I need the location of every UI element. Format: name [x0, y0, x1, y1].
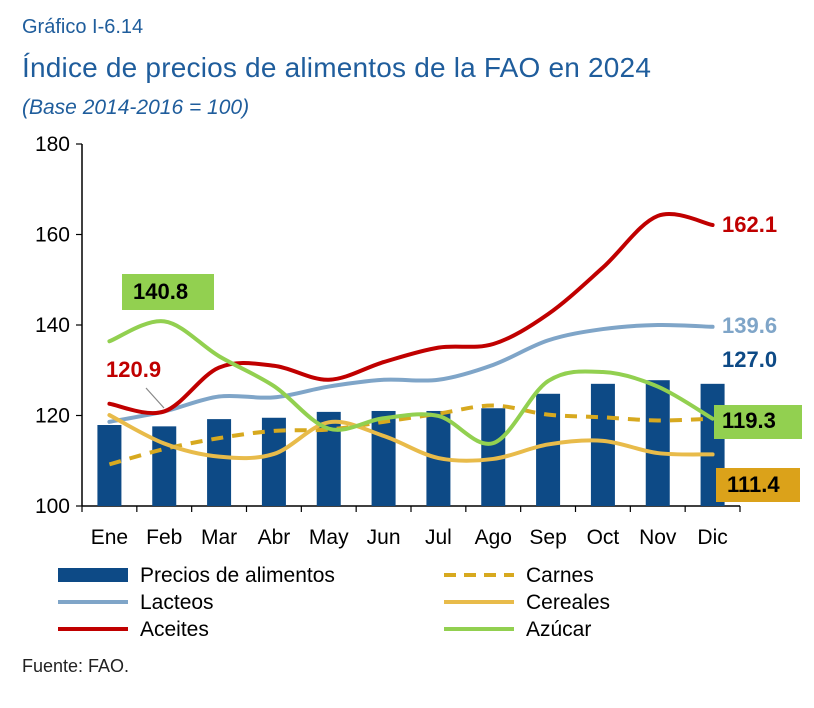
legend-label: Carnes	[526, 564, 594, 587]
bar-precios-jun	[371, 410, 396, 506]
x-tick-label: Feb	[146, 526, 182, 549]
bar-precios-oct	[590, 383, 615, 506]
line-azucar	[107, 319, 715, 446]
chart-kicker: Gráfico I-6.14	[22, 16, 144, 38]
x-tick-label: Nov	[639, 526, 677, 549]
source-note: Fuente: FAO.	[22, 656, 130, 676]
line-carnes	[108, 403, 713, 467]
x-tick-label: Ene	[91, 526, 128, 549]
legend-swatch-bar	[58, 568, 128, 582]
x-tick-label: May	[309, 526, 349, 549]
bar-precios-nov	[645, 380, 670, 506]
data-label-140-8: 140.8	[133, 279, 188, 304]
x-tick-label: Ago	[475, 526, 512, 549]
data-label-120-9: 120.9	[106, 357, 161, 382]
data-label-119-3: 119.3	[722, 408, 776, 433]
bar-precios-sep	[536, 393, 561, 506]
legend-label: Lacteos	[140, 591, 214, 614]
line-aceites	[107, 212, 715, 415]
x-tick-label: Mar	[201, 526, 237, 549]
data-label-box	[716, 468, 800, 502]
line-cereales	[107, 413, 715, 463]
data-label-box	[714, 405, 802, 439]
x-tick-label: Jul	[425, 526, 452, 549]
y-tick-label: 180	[35, 133, 70, 156]
legend-label: Cereales	[526, 591, 610, 614]
bar-precios-mar	[207, 419, 232, 506]
x-tick-label: Sep	[529, 526, 566, 549]
chart-subtitle: (Base 2014-2016 = 100)	[22, 96, 250, 119]
x-tick-label: Dic	[697, 526, 727, 549]
y-tick-label: 120	[35, 405, 70, 428]
annotation-leader	[145, 387, 165, 409]
data-label-139-6: 139.6	[722, 313, 777, 338]
data-label-111-4: 111.4	[727, 472, 780, 497]
data-label-162-1: 162.1	[722, 212, 777, 237]
x-tick-label: Oct	[587, 526, 620, 549]
x-tick-label: Abr	[258, 526, 291, 549]
line-lacteos	[107, 322, 715, 424]
y-tick-label: 140	[35, 314, 70, 337]
y-tick-label: 160	[35, 224, 70, 247]
legend-label: Azúcar	[526, 618, 591, 641]
chart-title: Índice de precios de alimentos de la FAO…	[22, 52, 652, 83]
data-label-127-0: 127.0	[722, 347, 777, 372]
data-label-box	[122, 274, 214, 310]
x-tick-label: Jun	[367, 526, 401, 549]
legend-label: Precios de alimentos	[140, 564, 335, 587]
bar-precios-ene	[97, 425, 122, 506]
y-tick-label: 100	[35, 495, 70, 518]
legend-label: Aceites	[140, 618, 209, 641]
